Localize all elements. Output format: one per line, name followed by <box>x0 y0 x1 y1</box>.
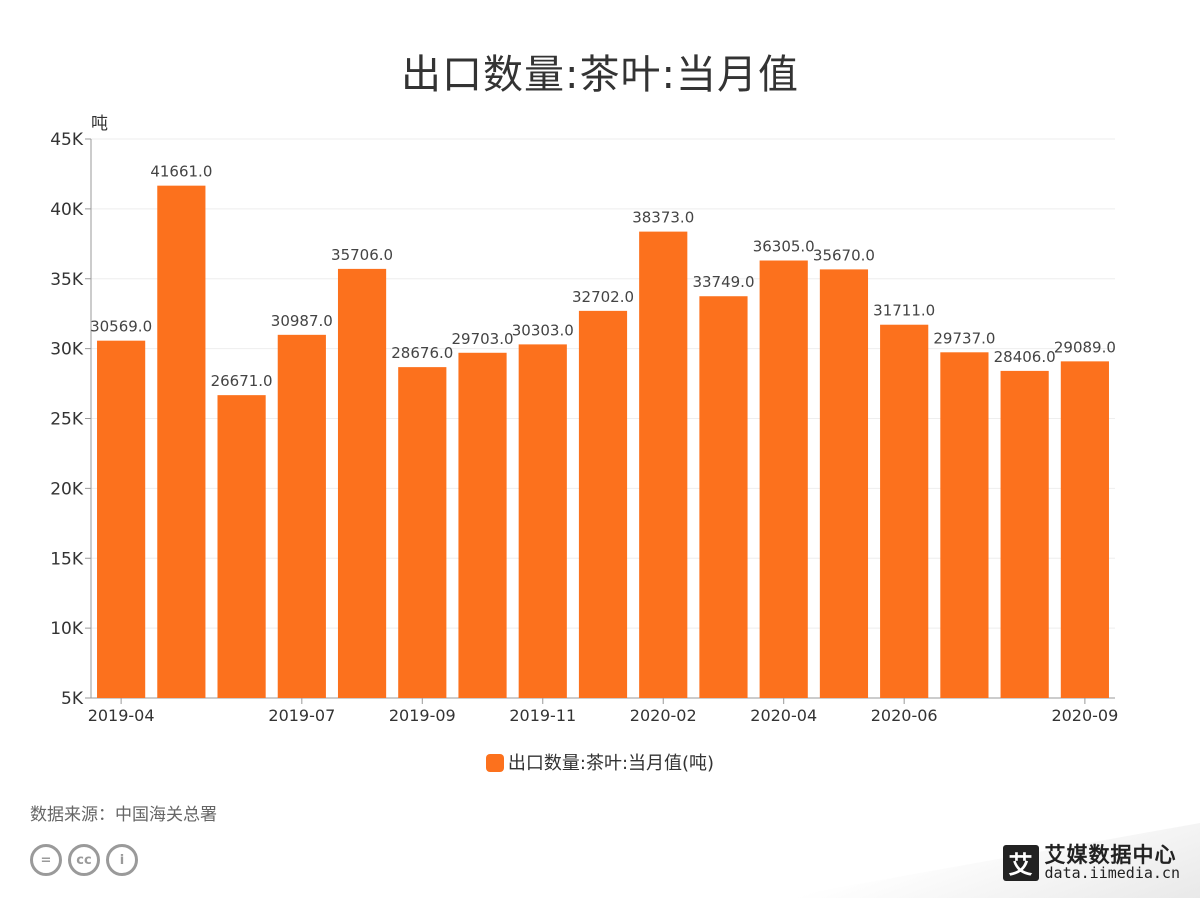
data-label: 36305.0 <box>753 238 815 256</box>
x-tick-label: 2019-07 <box>268 706 335 725</box>
license-icons: = cc i <box>30 844 138 876</box>
data-label: 33749.0 <box>692 273 754 291</box>
brand-logo: 艾 艾媒数据中心 data.iimedia.cn <box>1002 843 1180 883</box>
bar <box>157 185 206 698</box>
data-label: 29737.0 <box>933 329 995 347</box>
data-label: 35706.0 <box>331 246 393 264</box>
y-tick-label: 25K <box>50 410 84 430</box>
brand-logo-icon: 艾 <box>1002 844 1039 881</box>
x-tick-label: 2020-06 <box>871 706 938 725</box>
bar <box>398 367 447 698</box>
brand-url: data.iimedia.cn <box>1044 864 1180 883</box>
data-label: 30987.0 <box>271 312 333 330</box>
bar <box>458 352 507 698</box>
y-tick-label: 45K <box>50 130 84 150</box>
data-label: 30569.0 <box>90 318 152 336</box>
data-label: 28676.0 <box>391 344 453 362</box>
data-label: 30303.0 <box>512 321 574 339</box>
y-tick-label: 20K <box>50 479 84 499</box>
bar <box>940 352 989 698</box>
data-label: 32702.0 <box>572 288 634 306</box>
cc-icon: cc <box>68 844 100 876</box>
bar <box>578 310 628 698</box>
bar <box>639 231 688 699</box>
bar <box>337 268 387 698</box>
y-tick-label: 5K <box>61 689 84 709</box>
legend-swatch <box>485 754 504 772</box>
x-tick-label: 2019-04 <box>88 706 155 725</box>
axes: 5K 10K 15K 20K 25K 30K 35K 40K 45K 2019-04 2019-07… <box>50 130 1118 725</box>
data-label: 28406.0 <box>994 348 1056 366</box>
data-label: 29703.0 <box>452 330 514 348</box>
y-axis-unit: 吨 <box>91 114 108 134</box>
data-label: 38373.0 <box>632 209 694 227</box>
x-tick-label: 2019-11 <box>509 706 576 725</box>
equals-icon: = <box>30 844 62 876</box>
data-label: 35670.0 <box>813 246 875 264</box>
bar <box>277 334 326 698</box>
bar <box>699 296 748 698</box>
source-note: 数据来源：中国海关总署 <box>30 805 217 825</box>
y-tick-label: 30K <box>50 340 84 360</box>
legend[interactable]: 出口数量:茶叶:当月值(吨) <box>0 749 1200 775</box>
x-tick-label: 2020-04 <box>750 706 817 725</box>
bar <box>217 395 266 698</box>
bar <box>1060 361 1109 698</box>
y-tick-label: 35K <box>50 270 84 290</box>
data-label: 31711.0 <box>873 302 935 320</box>
x-tick-label: 2020-09 <box>1051 706 1118 725</box>
y-tick-label: 40K <box>50 200 84 220</box>
brand-name: 艾媒数据中心 <box>1044 843 1177 867</box>
data-label: 29089.0 <box>1054 338 1116 356</box>
person-icon: i <box>106 844 138 876</box>
bar <box>759 260 808 698</box>
y-tick-label: 10K <box>50 619 84 639</box>
bar <box>880 324 929 698</box>
chart-title: 出口数量:茶叶:当月值 <box>401 52 799 98</box>
data-labels: 30569.0 41661.0 26671.0 30987.0 35706.0 28676… <box>90 163 1116 390</box>
x-tick-label: 2019-09 <box>389 706 456 725</box>
bar <box>819 269 869 698</box>
bars <box>97 185 1109 699</box>
legend-label: 出口数量:茶叶:当月值(吨) <box>507 753 715 774</box>
bar <box>1000 370 1049 698</box>
y-tick-label: 15K <box>50 549 84 569</box>
data-label: 26671.0 <box>211 372 273 390</box>
bar <box>518 344 567 698</box>
x-tick-label: 2020-02 <box>630 706 697 725</box>
bar-chart: 5K 10K 15K 20K 25K 30K 35K 40K 45K 2019-04 2019-07… <box>50 114 1118 725</box>
data-label: 41661.0 <box>150 163 212 181</box>
bar <box>97 340 146 698</box>
